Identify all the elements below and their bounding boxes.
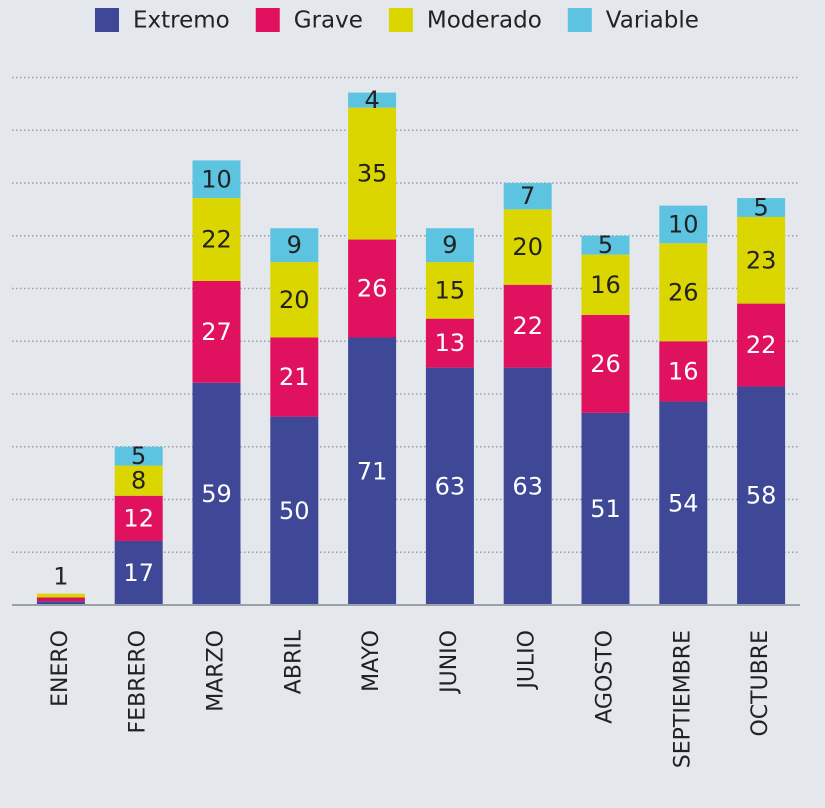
value-label: 26 <box>590 350 621 378</box>
bar-segment <box>581 412 630 605</box>
bar-segment <box>425 318 474 368</box>
bar-segment <box>270 262 319 338</box>
value-label: 59 <box>201 480 232 508</box>
x-tick-label: JULIO <box>515 630 540 691</box>
bar-segment <box>737 303 786 387</box>
bar-segment <box>270 337 319 417</box>
bar-segment <box>114 446 163 466</box>
bar-segment <box>659 243 708 342</box>
bar-segment <box>348 92 397 108</box>
bar-segment <box>192 382 241 605</box>
value-label: 15 <box>435 276 466 304</box>
x-tick-label: ENERO <box>48 630 73 707</box>
bar-segment <box>36 597 85 602</box>
x-tick-label: OCTUBRE <box>748 630 773 737</box>
legend-label: Extremo <box>133 8 230 34</box>
value-label: 5 <box>753 194 768 222</box>
bar-segment <box>36 601 85 605</box>
value-label: 71 <box>357 457 388 485</box>
value-label: 22 <box>746 331 777 359</box>
bar-segment <box>659 401 708 605</box>
value-label: 12 <box>123 504 154 532</box>
value-label: 35 <box>357 160 388 188</box>
value-label: 22 <box>512 312 543 340</box>
value-label: 1 <box>53 563 68 591</box>
bar-segment <box>581 235 630 255</box>
bar-segment <box>114 495 163 541</box>
value-label: 58 <box>746 482 777 510</box>
value-label: 7 <box>520 182 535 210</box>
bar-segment <box>737 216 786 304</box>
bar-segment <box>503 367 552 605</box>
value-label: 10 <box>201 165 232 193</box>
x-tick-label: MAYO <box>359 630 384 692</box>
x-tick-label: JUNIO <box>437 630 462 695</box>
value-label: 22 <box>201 226 232 254</box>
value-label: 23 <box>746 246 777 274</box>
value-label: 54 <box>668 489 699 517</box>
value-label: 13 <box>435 329 466 357</box>
bar-segment <box>192 280 241 383</box>
bar-segment <box>659 341 708 402</box>
bar-segment <box>425 262 474 319</box>
legend-label: Grave <box>294 8 363 34</box>
value-label: 8 <box>131 467 146 495</box>
value-label: 20 <box>279 286 310 314</box>
bar-segment <box>270 228 319 263</box>
value-label: 63 <box>512 472 543 500</box>
x-tick-label: ABRIL <box>281 629 306 694</box>
value-label: 63 <box>435 472 466 500</box>
x-tick-label: MARZO <box>204 630 229 712</box>
value-label: 10 <box>668 210 699 238</box>
value-label: 16 <box>590 271 621 299</box>
x-tick-label: AGOSTO <box>593 630 618 724</box>
x-tick-label: SEPTIEMBRE <box>670 630 695 768</box>
bar-segment <box>348 239 397 338</box>
value-label: 16 <box>668 357 699 385</box>
bar-segment <box>581 254 630 315</box>
bar-segment <box>114 540 163 605</box>
bar-segment <box>581 314 630 413</box>
value-label: 20 <box>512 233 543 261</box>
legend-swatch <box>388 8 413 32</box>
value-label: 27 <box>201 318 232 346</box>
value-label: 17 <box>123 559 154 587</box>
value-label: 5 <box>131 442 146 470</box>
bar-segment <box>192 198 241 281</box>
value-label: 26 <box>357 275 388 303</box>
bar-segment <box>36 593 85 598</box>
value-label: 50 <box>279 497 310 525</box>
bar-segment <box>737 198 786 217</box>
legend-swatch <box>567 8 592 32</box>
bar-segment <box>114 465 163 496</box>
bar-segment <box>425 367 474 605</box>
value-label: 9 <box>287 231 302 259</box>
legend-swatch <box>95 8 119 32</box>
value-label: 5 <box>598 231 613 259</box>
bar-segment <box>737 386 786 605</box>
bar-segment <box>270 416 319 605</box>
bar-segment <box>348 107 397 240</box>
bar-segment <box>425 228 474 263</box>
value-label: 4 <box>364 86 379 114</box>
x-tick-label: FEBRERO <box>126 630 151 733</box>
legend-label: Variable <box>606 8 699 34</box>
bar-segment <box>192 160 241 199</box>
value-label: 51 <box>590 495 621 523</box>
bar-segment <box>503 183 552 210</box>
value-label: 26 <box>668 278 699 306</box>
bar-segment <box>348 337 397 605</box>
legend-swatch <box>255 8 280 32</box>
bar-segment <box>659 205 708 244</box>
value-label: 21 <box>279 363 310 391</box>
legend-label: Moderado <box>427 8 542 34</box>
value-label: 9 <box>442 231 457 259</box>
bar-segment <box>503 209 552 285</box>
bar-segment <box>503 284 552 368</box>
